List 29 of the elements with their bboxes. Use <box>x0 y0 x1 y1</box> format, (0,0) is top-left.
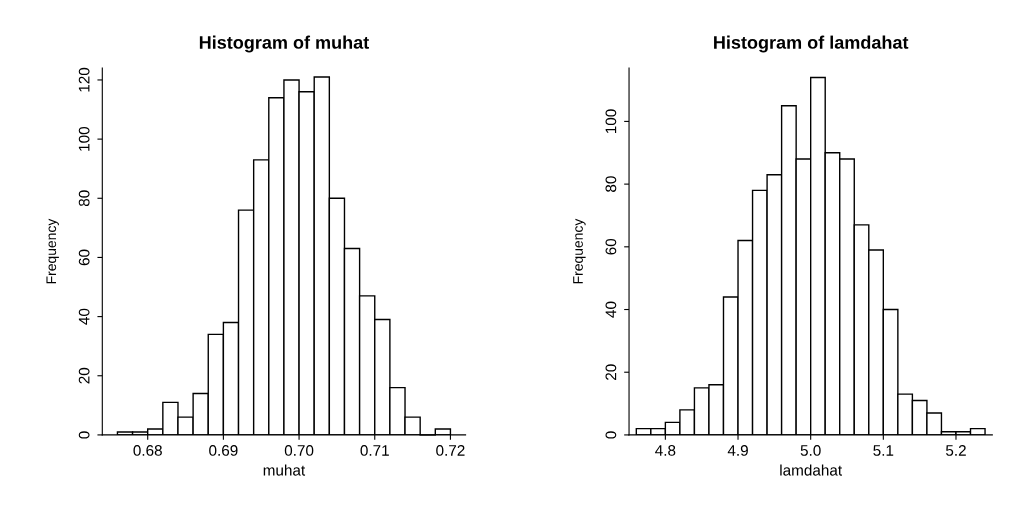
x-axis-title: lamdahat <box>780 464 842 476</box>
y-tick-label: 40 <box>78 308 90 325</box>
y-tick-label: 60 <box>78 249 90 266</box>
x-tick-label: 5.0 <box>800 445 821 456</box>
x-axis-title: muhat <box>263 464 306 476</box>
chart-title: Histogram of muhat <box>199 35 369 53</box>
x-tick-label: 0.71 <box>360 445 389 456</box>
y-axis-title: Frequency <box>573 218 586 284</box>
x-tick-label: 0.72 <box>436 445 465 456</box>
y-tick-label: 80 <box>605 176 617 192</box>
y-tick-label: 20 <box>78 367 90 384</box>
x-tick-label: 5.2 <box>945 445 966 456</box>
y-tick-label: 20 <box>605 364 617 380</box>
y-axis-title: Frequency <box>46 218 59 284</box>
x-tick-label: 0.68 <box>133 445 162 456</box>
y-tick-label: 0 <box>605 431 617 439</box>
x-tick-label: 4.8 <box>655 445 676 456</box>
y-tick-label: 100 <box>605 109 617 133</box>
x-tick-label: 5.1 <box>873 445 894 456</box>
chart-title: Histogram of lamdahat <box>714 35 909 53</box>
y-tick-label: 60 <box>605 238 617 255</box>
y-tick-label: 0 <box>78 431 90 439</box>
x-tick-label: 0.69 <box>209 445 238 456</box>
x-tick-label: 4.9 <box>727 445 748 456</box>
y-tick-label: 80 <box>78 190 90 207</box>
y-tick-label: 40 <box>605 301 617 318</box>
x-tick-label: 0.70 <box>284 445 314 456</box>
y-tick-label: 120 <box>78 67 90 92</box>
y-tick-label: 100 <box>78 126 90 151</box>
